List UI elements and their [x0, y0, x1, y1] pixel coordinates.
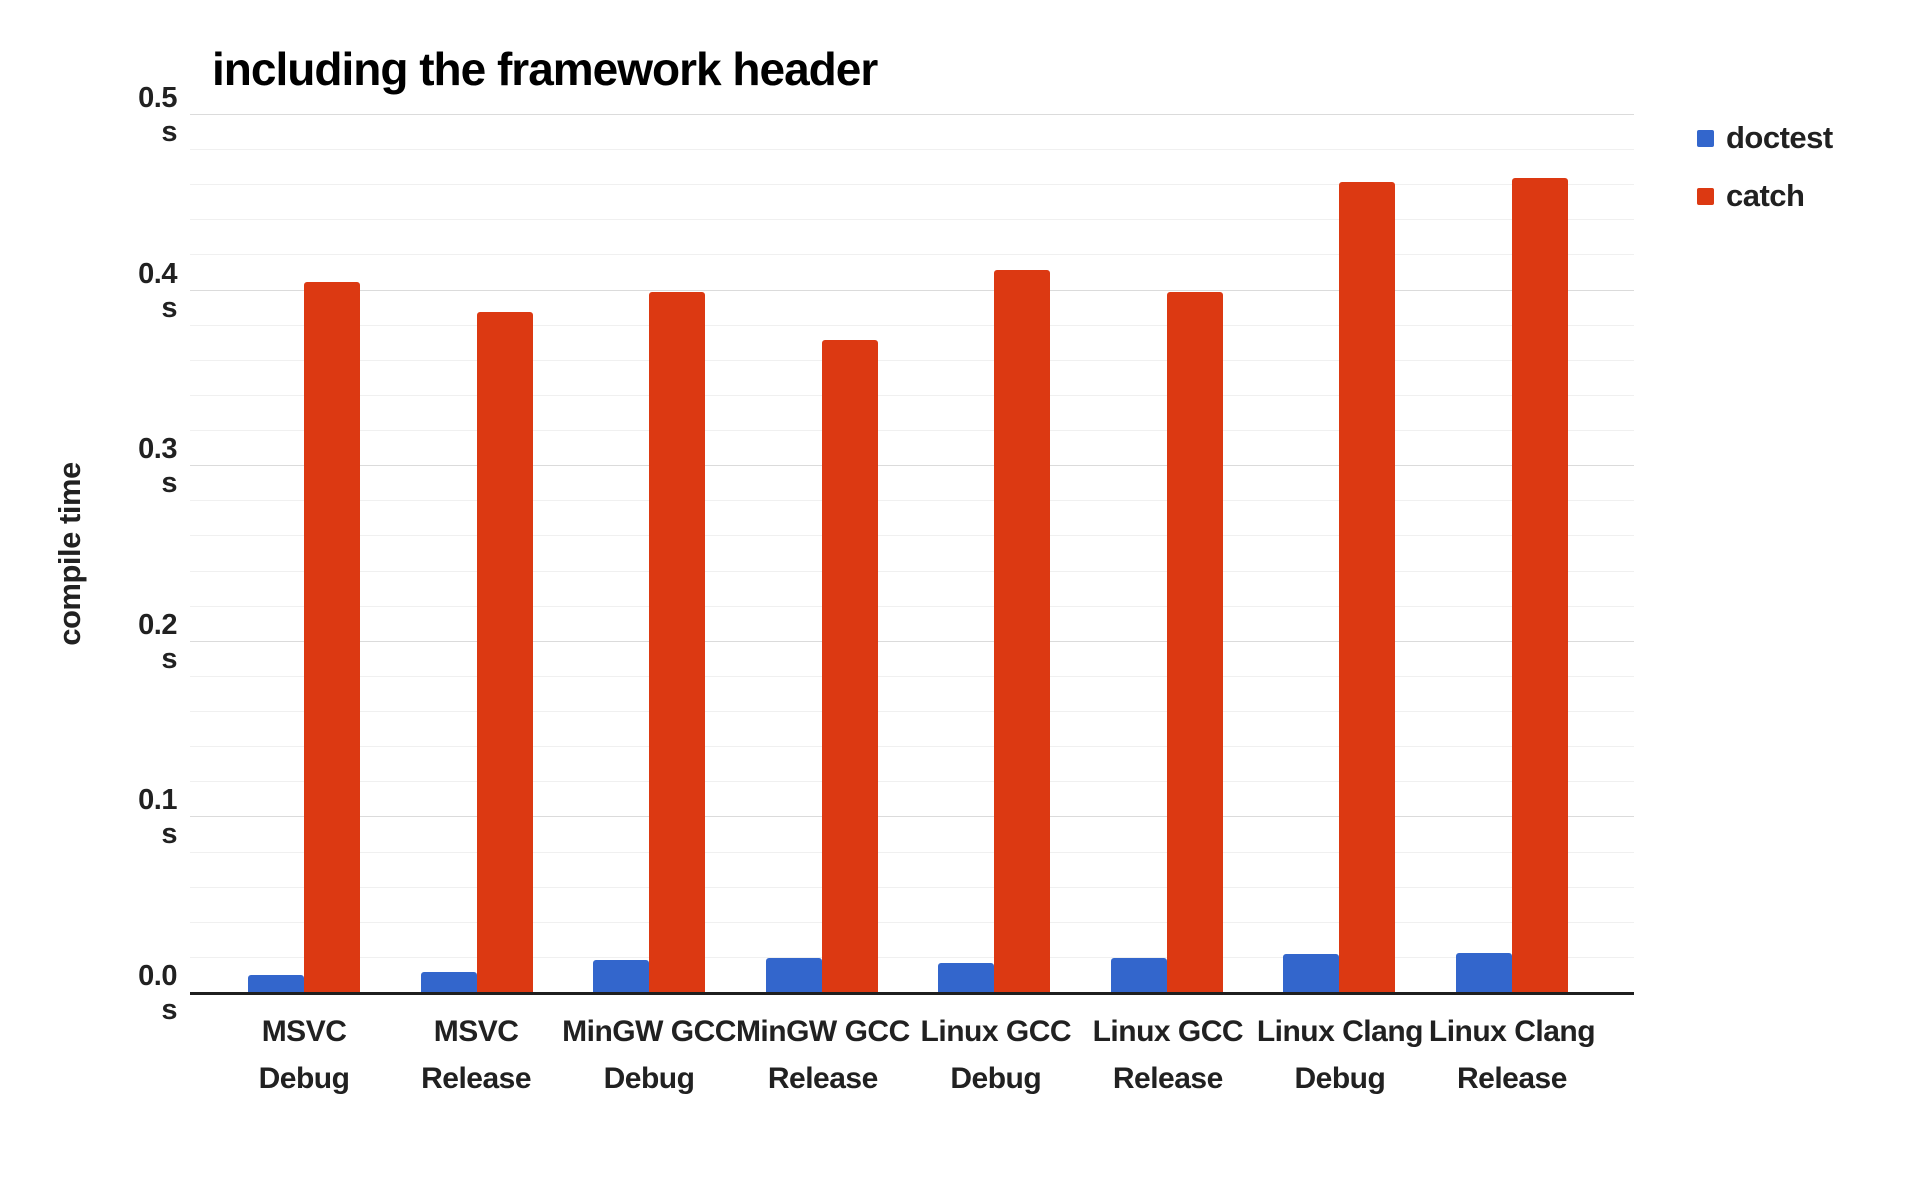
major-gridline	[190, 289, 1634, 291]
bar-group	[218, 115, 391, 993]
minor-gridline	[190, 324, 1634, 326]
legend-item-catch: catch	[1697, 178, 1833, 214]
minor-gridline	[190, 219, 1634, 221]
doctest-bar	[938, 963, 995, 993]
minor-gridline	[190, 500, 1634, 502]
y-tick-label: 0.5 s	[138, 82, 177, 148]
catch-bar	[994, 269, 1051, 993]
doctest-bar	[1110, 957, 1167, 993]
minor-gridline	[190, 746, 1634, 748]
major-gridline	[190, 114, 1634, 115]
minor-gridline	[190, 394, 1634, 396]
y-tick-label: 0.4 s	[138, 257, 177, 324]
minor-gridline	[190, 254, 1634, 256]
major-gridline	[190, 640, 1634, 642]
minor-gridline	[190, 711, 1634, 713]
bar-group	[563, 115, 736, 993]
legend: doctest catch	[1697, 120, 1833, 214]
bar-group	[391, 115, 564, 993]
catch-legend-swatch	[1697, 187, 1714, 205]
major-gridline	[190, 465, 1634, 467]
catch-bar	[1166, 292, 1223, 993]
doctest-bar	[420, 971, 477, 993]
doctest-bar	[765, 957, 822, 993]
minor-gridline	[190, 675, 1634, 677]
minor-gridline	[190, 430, 1634, 432]
minor-gridline	[190, 535, 1634, 537]
catch-legend-label: catch	[1726, 178, 1805, 213]
y-tick-label: 0.3 s	[138, 433, 177, 500]
catch-bar	[1511, 178, 1568, 993]
legend-item-doctest: doctest	[1697, 120, 1833, 156]
x-category-label: MSVC Release	[421, 1015, 532, 1095]
x-category-label: MSVC Debug	[258, 1015, 350, 1095]
bar-group	[1426, 115, 1599, 993]
x-category-label: Linux Clang Release	[1428, 1015, 1596, 1095]
catch-bar	[1339, 181, 1396, 993]
x-axis-line	[190, 992, 1634, 995]
x-category-label: MinGW GCC Debug	[562, 1015, 736, 1095]
bar-group	[908, 115, 1081, 993]
minor-gridline	[190, 781, 1634, 783]
x-category-label: Linux GCC Release	[1092, 1015, 1244, 1095]
minor-gridline	[190, 605, 1634, 607]
doctest-legend-label: doctest	[1726, 120, 1833, 155]
x-category-label: Linux Clang Debug	[1256, 1015, 1424, 1095]
doctest-bar	[1283, 954, 1340, 993]
y-tick-label: 0.0 s	[138, 960, 177, 1026]
catch-bar	[304, 281, 361, 993]
bar-group	[1081, 115, 1254, 993]
bars-layer	[190, 115, 1634, 993]
minor-gridline	[190, 921, 1634, 923]
doctest-legend-swatch	[1697, 129, 1714, 147]
plot-area	[190, 114, 1634, 995]
chart-title: including the framework header	[212, 43, 878, 95]
doctest-bar	[1455, 952, 1512, 993]
y-tick-label: 0.1 s	[138, 784, 177, 851]
bar-group	[1253, 115, 1426, 993]
minor-gridline	[190, 359, 1634, 361]
minor-gridline	[190, 184, 1634, 186]
doctest-bar	[593, 959, 650, 993]
catch-bar	[476, 311, 533, 993]
major-gridline	[190, 816, 1634, 818]
y-tick-label: 0.2 s	[138, 608, 177, 675]
catch-bar	[649, 292, 706, 993]
catch-bar	[821, 339, 878, 993]
doctest-bar	[248, 975, 305, 993]
minor-gridline	[190, 149, 1634, 151]
x-axis-labels: MSVC Debug MSVC Release MinGW GCC Debug MinGW …	[190, 1008, 1634, 1102]
minor-gridline	[190, 570, 1634, 572]
x-category-label: MinGW GCC Release	[735, 1015, 910, 1095]
minor-gridline	[190, 956, 1634, 958]
x-category-label: Linux GCC Debug	[920, 1015, 1072, 1095]
bar-group	[736, 115, 909, 993]
minor-gridline	[190, 886, 1634, 888]
minor-gridline	[190, 851, 1634, 853]
